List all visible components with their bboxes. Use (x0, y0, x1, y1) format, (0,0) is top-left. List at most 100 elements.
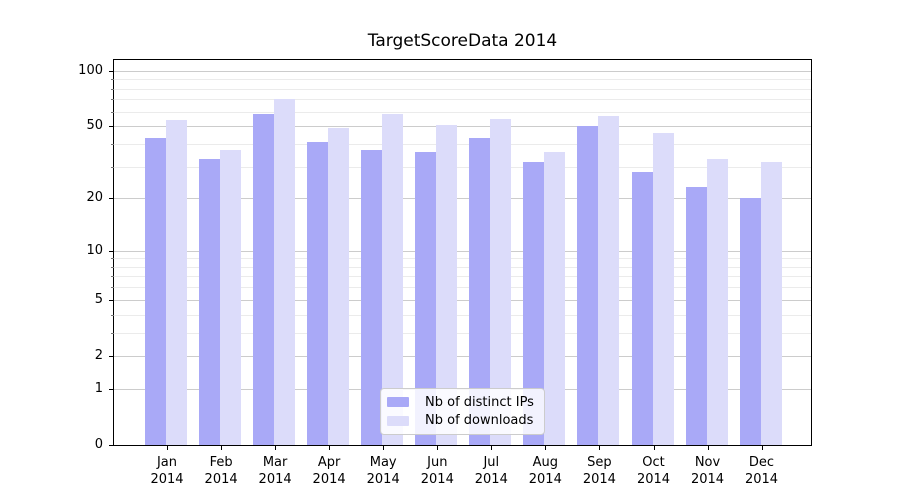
y-tick-label: 5 (94, 291, 103, 307)
gridline-minor (114, 258, 811, 260)
x-tick-label-year: 2014 (744, 472, 779, 487)
y-tick (109, 445, 114, 446)
y-tick-label: 2 (94, 347, 103, 363)
x-tick-label: Mar 2014 (248, 454, 302, 488)
x-tick-label: Sep 2014 (572, 454, 626, 488)
y-tick (109, 250, 114, 252)
legend-label-downloads: Nb of downloads (425, 413, 534, 429)
legend-entry-downloads: Nb of downloads (387, 413, 538, 428)
bar-distinct-ips-sep (577, 126, 599, 445)
bar-distinct-ips-jul (469, 138, 491, 445)
x-tick (383, 446, 385, 450)
y-tick-minor (111, 111, 114, 113)
bar-downloads-feb (220, 150, 241, 445)
x-tick-label-year: 2014 (258, 472, 292, 487)
x-tick (437, 446, 439, 450)
y-tick (109, 126, 114, 128)
x-tick-label-year: 2014 (636, 472, 671, 487)
gridline-major (114, 126, 811, 128)
x-tick-label-month: Feb (209, 455, 233, 470)
y-tick-minor (111, 258, 114, 260)
bar-distinct-ips-feb (199, 159, 220, 445)
x-tick-label-month: May (369, 455, 397, 470)
x-tick (167, 446, 168, 450)
y-tick (109, 299, 114, 301)
y-tick-minor (111, 287, 114, 289)
x-tick-label-month: Nov (694, 455, 721, 470)
bar-distinct-ips-dec (739, 198, 761, 445)
bar-downloads-aug (544, 152, 566, 445)
x-tick-label-month: Dec (748, 455, 775, 470)
x-tick-label: May 2014 (356, 454, 410, 488)
x-tick-label: Nov 2014 (681, 454, 735, 488)
x-tick-label-year: 2014 (204, 472, 238, 487)
gridline-minor (114, 276, 811, 278)
x-tick-label-month: Aug (532, 455, 558, 470)
x-tick (545, 446, 547, 450)
x-tick (221, 446, 223, 450)
y-tick-minor (111, 332, 114, 334)
bar-downloads-sep (598, 115, 620, 445)
gridline-minor (114, 166, 811, 168)
y-tick-minor (111, 79, 114, 81)
gridline-major (114, 198, 811, 200)
y-tick (109, 388, 114, 390)
bar-distinct-ips-mar (253, 114, 275, 445)
y-tick-minor (111, 166, 114, 168)
bar-downloads-jun (436, 124, 458, 445)
x-tick-label: Dec 2014 (735, 454, 789, 488)
legend-swatch-downloads (387, 415, 409, 426)
y-tick-label: 0 (94, 437, 103, 452)
gridline-major (114, 250, 811, 252)
gridline-minor (114, 266, 811, 268)
x-tick-label-year: 2014 (150, 472, 184, 487)
y-tick-minor (111, 143, 114, 145)
x-tick-label: Oct 2014 (627, 454, 681, 488)
gridline-minor (114, 314, 811, 316)
bar-downloads-jan (166, 120, 187, 445)
x-tick (491, 446, 493, 450)
bar-distinct-ips-apr (307, 141, 329, 445)
bar-downloads-nov (706, 159, 728, 445)
x-tick (707, 446, 709, 450)
legend-swatch-distinct-ips (387, 397, 409, 408)
bar-distinct-ips-jan (145, 138, 166, 445)
x-tick-label: Aug 2014 (518, 454, 572, 488)
y-tick-label: 100 (78, 62, 103, 78)
y-tick-label: 1 (94, 380, 103, 396)
y-tick (109, 355, 114, 357)
x-tick-label-year: 2014 (312, 472, 346, 487)
x-tick (653, 446, 655, 450)
x-tick-label-month: Jun (427, 455, 448, 470)
gridline-minor (114, 111, 811, 113)
gridline-minor (114, 88, 811, 90)
chart-title: TargetScoreData 2014 (367, 31, 558, 51)
bar-downloads-jul (490, 118, 512, 445)
bar-distinct-ips-jun (415, 152, 437, 445)
x-tick-label-month: Oct (642, 455, 665, 470)
legend-entry-distinct-ips: Nb of distinct IPs (387, 395, 538, 410)
x-tick-label: Jan 2014 (140, 454, 194, 488)
gridline-major (114, 70, 811, 72)
bar-downloads-dec (760, 161, 782, 445)
y-tick-label: 50 (86, 118, 103, 134)
x-tick-label-year: 2014 (528, 472, 562, 487)
gridline-minor (114, 143, 811, 145)
x-tick-label: Apr 2014 (302, 454, 356, 488)
legend-label-distinct-ips: Nb of distinct IPs (425, 394, 534, 410)
x-tick (329, 446, 331, 450)
bar-distinct-ips-aug (523, 161, 545, 445)
y-tick (109, 70, 114, 72)
x-tick-label-month: Jan (156, 455, 178, 470)
y-tick-minor (111, 99, 114, 101)
x-tick-label: Jul 2014 (464, 454, 518, 488)
y-tick-minor (111, 88, 114, 90)
bar-distinct-ips-may (361, 150, 383, 445)
x-tick-label-month: Sep (587, 455, 612, 470)
gridline-minor (114, 332, 811, 334)
y-tick (109, 198, 114, 200)
plot-area (113, 59, 812, 446)
y-tick-label: 20 (86, 190, 103, 206)
y-tick-minor (111, 266, 114, 268)
